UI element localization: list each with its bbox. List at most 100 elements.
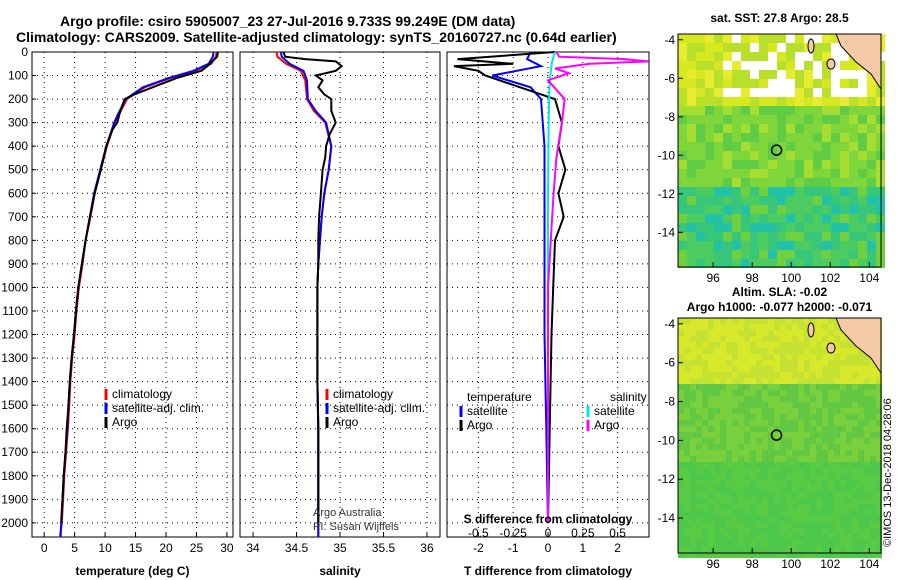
map-cell xyxy=(864,384,870,390)
map-cell xyxy=(678,390,684,396)
map-cell xyxy=(696,187,705,196)
map-y-tick-label: -8 xyxy=(664,110,675,124)
map-cell xyxy=(732,106,741,115)
map-cell xyxy=(822,516,828,522)
map-cell xyxy=(750,354,756,360)
map-cell xyxy=(762,408,768,414)
map-cell xyxy=(744,426,750,432)
map-cell xyxy=(864,372,870,378)
map-y-tick-label: -10 xyxy=(658,148,676,162)
map-cell xyxy=(816,438,822,444)
map-cell xyxy=(798,510,804,516)
map-cell xyxy=(795,232,804,241)
map-cell xyxy=(864,468,870,474)
map-cell xyxy=(804,205,813,214)
map-cell xyxy=(774,336,780,342)
map-cell xyxy=(846,474,852,480)
map-cell xyxy=(702,336,708,342)
map-cell xyxy=(792,546,798,552)
x-tick-label: 1 xyxy=(579,541,586,555)
map-cell xyxy=(723,61,732,70)
map-cell xyxy=(822,250,831,259)
map-cell xyxy=(687,232,696,241)
map-cell xyxy=(834,396,840,402)
map-cell xyxy=(720,366,726,372)
map-cell xyxy=(684,474,690,480)
map-cell xyxy=(864,522,870,528)
map-cell xyxy=(759,34,768,43)
map-cell xyxy=(708,522,714,528)
map-cell xyxy=(738,498,744,504)
map-cell xyxy=(723,79,732,88)
map-cell xyxy=(846,390,852,396)
map-cell xyxy=(696,205,705,214)
map-cell xyxy=(813,79,822,88)
map-cell xyxy=(678,232,687,241)
map-cell xyxy=(870,438,876,444)
map-cell xyxy=(798,438,804,444)
map-cell xyxy=(786,528,792,534)
map-cell xyxy=(876,552,882,558)
map-cell xyxy=(750,196,759,205)
map-cell xyxy=(849,88,858,97)
map-cell xyxy=(774,450,780,456)
map-cell xyxy=(804,432,810,438)
map-cell xyxy=(816,498,822,504)
map-cell xyxy=(816,552,822,558)
map-cell xyxy=(678,178,687,187)
map-cell xyxy=(678,372,684,378)
map-y-tick-label: -10 xyxy=(658,433,676,447)
map-cell xyxy=(702,480,708,486)
map-cell xyxy=(726,372,732,378)
map-cell xyxy=(858,456,864,462)
map-cell xyxy=(822,214,831,223)
map-cell xyxy=(822,432,828,438)
map-cell xyxy=(792,456,798,462)
map-cell xyxy=(744,498,750,504)
map-cell xyxy=(720,390,726,396)
map-cell xyxy=(852,540,858,546)
map-cell xyxy=(696,142,705,151)
map-cell xyxy=(858,348,864,354)
map-cell xyxy=(708,384,714,390)
map-cell xyxy=(759,52,768,61)
map-cell xyxy=(828,432,834,438)
map-cell xyxy=(768,43,777,52)
map-cell xyxy=(840,522,846,528)
map-cell xyxy=(714,426,720,432)
map-cell xyxy=(864,432,870,438)
map-cell xyxy=(684,318,690,324)
map-cell xyxy=(828,426,834,432)
map-cell xyxy=(744,486,750,492)
map-cell xyxy=(876,540,882,546)
map-cell xyxy=(816,540,822,546)
island xyxy=(826,342,836,354)
map-cell xyxy=(696,330,702,336)
map-cell xyxy=(768,178,777,187)
map-cell xyxy=(732,330,738,336)
map-cell xyxy=(795,115,804,124)
map-cell xyxy=(705,97,714,106)
map-cell xyxy=(840,133,849,142)
map-cell xyxy=(762,426,768,432)
map-cell xyxy=(723,88,732,97)
map-cell xyxy=(678,259,687,268)
map-cell xyxy=(840,97,849,106)
map-cell xyxy=(834,360,840,366)
map-cell xyxy=(756,420,762,426)
map-cell xyxy=(831,187,840,196)
map-cell xyxy=(690,522,696,528)
map-cell xyxy=(768,420,774,426)
map-cell xyxy=(705,115,714,124)
map-cell xyxy=(696,106,705,115)
x-tick-label: 25 xyxy=(190,541,204,555)
map-cell xyxy=(732,342,738,348)
map-cell xyxy=(756,510,762,516)
map-cell xyxy=(708,498,714,504)
map-cell xyxy=(834,492,840,498)
map-cell xyxy=(864,444,870,450)
map-cell xyxy=(687,223,696,232)
map-cell xyxy=(876,510,882,516)
map-cell xyxy=(858,151,867,160)
map-cell xyxy=(768,241,777,250)
